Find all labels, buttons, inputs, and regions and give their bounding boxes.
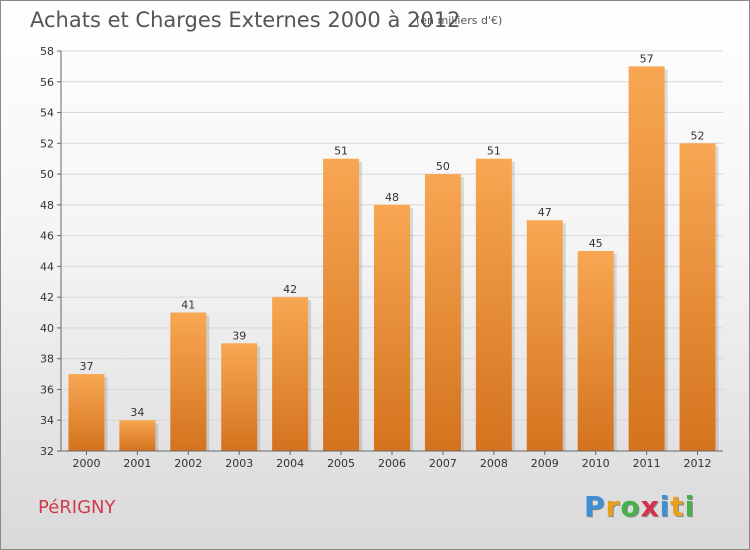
x-tick-label-2010: 2010 (582, 457, 610, 470)
bar-2011 (628, 66, 665, 451)
value-label-2007: 50 (436, 160, 450, 173)
y-tick-label-48: 48 (40, 199, 54, 212)
bar-2003 (221, 343, 258, 451)
x-tick-label-2012: 2012 (684, 457, 712, 470)
brand-letter-0: P (584, 490, 606, 523)
bar-2010 (577, 251, 614, 451)
x-tick-label-2009: 2009 (531, 457, 559, 470)
value-label-2004: 42 (283, 283, 297, 296)
y-tick-label-46: 46 (40, 230, 54, 243)
y-tick-label-40: 40 (40, 322, 54, 335)
x-tick-label-2004: 2004 (276, 457, 304, 470)
bar-2006 (374, 204, 410, 451)
bar-2008 (475, 158, 512, 451)
value-label-2002: 41 (181, 299, 195, 312)
bar-2004 (272, 297, 309, 451)
x-tick-label-2003: 2003 (225, 457, 253, 470)
bar-2002 (170, 312, 207, 451)
x-tick-label-2000: 2000 (72, 457, 100, 470)
x-tick-label-2002: 2002 (174, 457, 202, 470)
x-tick-label-2001: 2001 (123, 457, 151, 470)
y-tick-label-56: 56 (40, 76, 54, 89)
y-tick-label-50: 50 (40, 168, 54, 181)
bar-2012 (679, 143, 716, 452)
y-tick-label-36: 36 (40, 383, 54, 396)
brand-logo: Proxiti (584, 490, 695, 523)
value-label-2006: 48 (385, 191, 399, 204)
brand-letter-3: x (640, 490, 660, 523)
chart-subtitle: (en milliers d'€) (416, 14, 503, 27)
x-tick-label-2006: 2006 (378, 457, 406, 470)
brand-letter-6: i (684, 490, 696, 523)
value-label-2009: 47 (538, 206, 552, 219)
commune-name: PéRIGNY (38, 497, 116, 518)
value-label-2003: 39 (232, 329, 246, 342)
y-tick-label-32: 32 (40, 445, 54, 458)
value-label-2010: 45 (589, 237, 603, 250)
bar-2007 (424, 174, 461, 452)
value-label-2011: 57 (640, 52, 654, 65)
y-tick-label-34: 34 (40, 414, 54, 427)
y-tick-label-44: 44 (40, 260, 54, 273)
y-tick-label-52: 52 (40, 137, 54, 150)
chart-title: Achats et Charges Externes 2000 à 2012 (30, 8, 461, 32)
bar-layer (68, 66, 719, 452)
y-tick-label-58: 58 (40, 45, 54, 58)
value-label-2005: 51 (334, 145, 348, 158)
y-tick-label-42: 42 (40, 291, 54, 304)
y-tick-label-54: 54 (40, 107, 54, 120)
x-tick-label-2005: 2005 (327, 457, 355, 470)
x-tick-label-2008: 2008 (480, 457, 508, 470)
label-layer: 37 34 41 39 42 51 48 50 51 47 45 57 52 (79, 52, 704, 419)
value-label-2000: 37 (79, 360, 93, 373)
bar-2009 (526, 220, 563, 451)
y-tick-label-38: 38 (40, 353, 54, 366)
brand-letter-1: r (605, 490, 621, 523)
axis-layer: 32 34 36 38 40 42 44 46 48 50 52 54 56 58 2000 2001 2002… (40, 45, 723, 470)
brand-letter-5: t (670, 490, 685, 523)
value-label-2008: 51 (487, 145, 501, 158)
bar-2005 (323, 158, 360, 451)
brand-letter-2: o (620, 490, 641, 523)
value-label-2001: 34 (130, 406, 144, 419)
bar-2000 (68, 374, 105, 451)
value-label-2012: 52 (691, 129, 705, 142)
x-tick-label-2011: 2011 (633, 457, 661, 470)
x-tick-label-2007: 2007 (429, 457, 457, 470)
bar-2001 (119, 420, 156, 451)
brand-letter-4: i (659, 490, 671, 523)
